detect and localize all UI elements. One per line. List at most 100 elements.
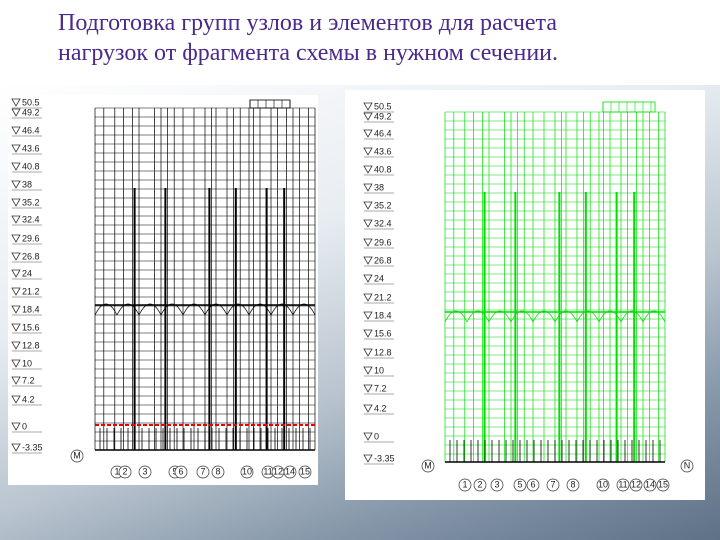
- level-marker: [363, 366, 373, 375]
- axis-label: 10: [598, 479, 608, 489]
- level-label: -3.35: [374, 453, 395, 463]
- axis-bubble: [643, 478, 657, 492]
- level-label: 32.4: [374, 218, 392, 228]
- level-marker: [363, 454, 373, 463]
- axis-label: 8: [215, 466, 220, 476]
- arch: [138, 303, 162, 316]
- axis-bubble: [70, 449, 84, 463]
- axis-bubble: [211, 465, 225, 479]
- level-label: 21.2: [22, 286, 40, 296]
- level-label: 29.6: [374, 237, 392, 247]
- level-label: 7.2: [374, 383, 387, 393]
- level-marker: [11, 98, 21, 107]
- level-marker: [363, 102, 373, 111]
- axis-bubble: [656, 478, 670, 492]
- axis-label: 15: [658, 479, 668, 489]
- arch: [532, 310, 556, 323]
- axis-bubble: [513, 478, 527, 492]
- arch: [160, 303, 184, 316]
- level-label: 29.6: [22, 233, 40, 243]
- level-marker: [11, 422, 21, 431]
- level-marker: [11, 305, 21, 314]
- level-label: 12.8: [22, 340, 40, 350]
- level-marker: [11, 234, 21, 243]
- axis-bubble: [240, 465, 254, 479]
- arch: [270, 303, 294, 316]
- level-marker: [363, 293, 373, 302]
- axis-label: 7: [200, 466, 205, 476]
- level-marker: [11, 126, 21, 135]
- level-label: 43.6: [374, 146, 392, 156]
- level-marker: [363, 256, 373, 265]
- level-marker: [11, 162, 21, 171]
- axis-label: 1: [114, 466, 119, 476]
- level-label: 49.2: [22, 107, 40, 117]
- level-label: 46.4: [22, 125, 40, 135]
- level-marker: [11, 323, 21, 332]
- axis-bubble: [546, 478, 560, 492]
- axis-label: 6: [178, 466, 183, 476]
- level-marker: [11, 443, 21, 452]
- level-marker: [11, 108, 21, 117]
- level-label: 15.6: [22, 322, 40, 332]
- axis-bubble: [458, 478, 472, 492]
- axis-bubble: [174, 465, 188, 479]
- level-marker: [363, 404, 373, 413]
- axis-bubble: [298, 465, 312, 479]
- axis-label: 14: [645, 479, 655, 489]
- level-marker: [363, 129, 373, 138]
- level-marker: [363, 219, 373, 228]
- level-marker: [11, 341, 21, 350]
- level-marker: [363, 274, 373, 283]
- level-label: 7.2: [22, 375, 35, 385]
- level-marker: [11, 198, 21, 207]
- axis-label: 3: [142, 466, 147, 476]
- arch: [292, 303, 316, 316]
- level-label: 4.2: [22, 394, 35, 404]
- axis-bubble: [616, 478, 630, 492]
- level-marker: [11, 180, 21, 189]
- level-label: 50.5: [22, 97, 40, 107]
- title-line: нагрузок от фрагмента схемы в нужном сеч…: [58, 40, 559, 66]
- level-marker: [363, 238, 373, 247]
- level-marker: [363, 147, 373, 156]
- axis-label: 14: [285, 466, 295, 476]
- arch: [444, 310, 468, 323]
- axis-bubble: [421, 459, 435, 473]
- level-marker: [11, 395, 21, 404]
- panel: [8, 95, 318, 485]
- title-line: Подготовка групп узлов и элементов для р…: [58, 10, 557, 36]
- level-marker: [363, 165, 373, 174]
- axis-bubble: [566, 478, 580, 492]
- axis-label: 15: [300, 466, 310, 476]
- arch: [554, 310, 578, 323]
- level-marker: [11, 287, 21, 296]
- level-label: 10: [22, 358, 32, 368]
- level-label: 38: [374, 182, 384, 192]
- level-label: 43.6: [22, 143, 40, 153]
- level-marker: [363, 311, 373, 320]
- axis-label: N: [684, 460, 691, 470]
- arch: [488, 310, 512, 323]
- axis-label: 8: [570, 479, 575, 489]
- level-marker: [363, 384, 373, 393]
- level-marker: [11, 376, 21, 385]
- arch: [642, 310, 666, 323]
- level-label: 38: [22, 179, 32, 189]
- axis-label: M: [73, 450, 81, 460]
- panel: [345, 90, 705, 500]
- axis-label: 12: [631, 479, 641, 489]
- level-marker: [11, 359, 21, 368]
- level-label: 32.4: [22, 214, 40, 224]
- level-marker: [363, 183, 373, 192]
- level-marker: [363, 348, 373, 357]
- level-label: 0: [22, 421, 27, 431]
- level-marker: [363, 432, 373, 441]
- arch: [576, 310, 600, 323]
- level-label: 24: [22, 268, 32, 278]
- arch: [204, 303, 228, 316]
- level-label: 12.8: [374, 347, 392, 357]
- arch: [510, 310, 534, 323]
- axis-bubble: [138, 465, 152, 479]
